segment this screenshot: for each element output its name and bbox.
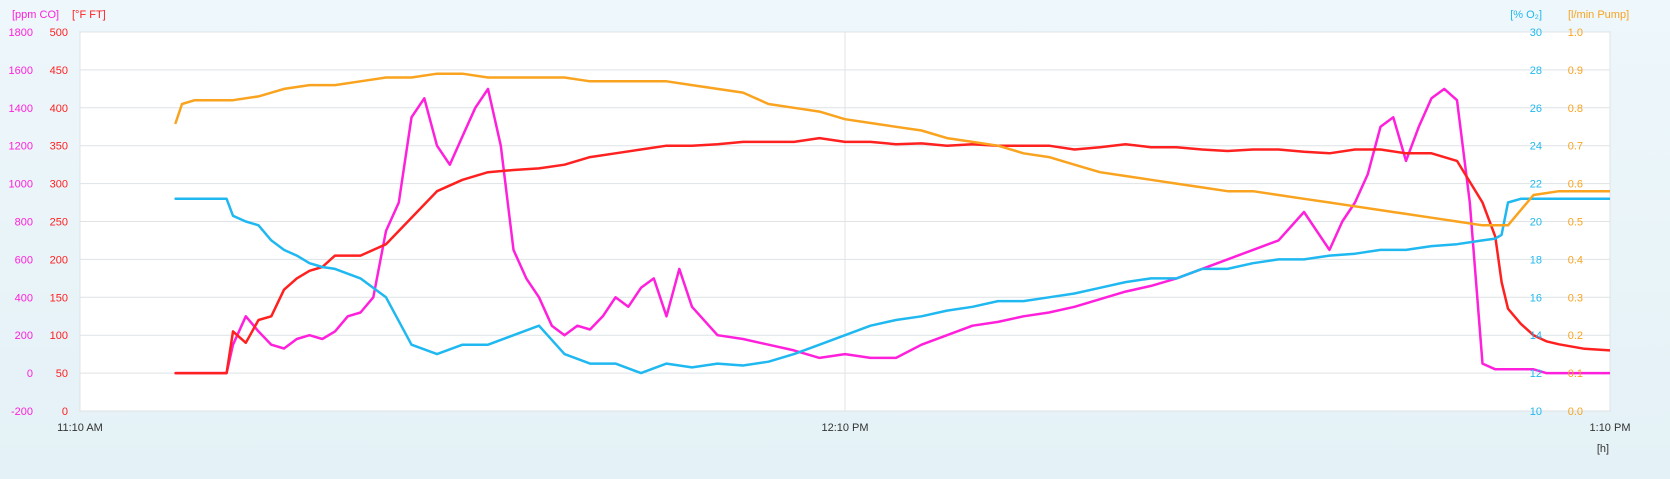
ppm-series-line [174,87,1610,375]
ppm-tick-label: 600 [15,254,33,266]
ppm-tick-label: 1800 [9,27,33,39]
f-tick-label: 500 [50,27,68,39]
pump-axis-title: [l/min Pump] [1568,9,1629,21]
o2-tick-label: 28 [1530,65,1542,77]
o2-tick-label: 30 [1530,27,1542,39]
f-tick-label: 150 [50,292,68,304]
ppm-tick-label: 200 [15,330,33,342]
pump-tick-label: 0.3 [1568,292,1583,304]
o2-tick-label: 12 [1530,368,1542,380]
pump-tick-label: 0.7 [1568,141,1583,153]
o2-tick-label: 16 [1530,292,1542,304]
axes: 11:10 AM 12:10 PM 1:10 PM18001600140012001… [9,27,1631,434]
f-series-line [174,136,1610,375]
pump-series-line [174,72,1610,227]
x-unit-label: [h] [1597,443,1609,455]
f-tick-label: 200 [50,254,68,266]
pump-tick-label: 0.8 [1568,103,1583,115]
pump-tick-label: 0.9 [1568,65,1583,77]
o2-tick-label: 10 [1530,406,1542,418]
x-tick-label: 11:10 AM [57,422,103,434]
f-tick-label: 50 [56,368,68,380]
o2-tick-label: 22 [1530,179,1542,191]
f-axis-title: [°F FT] [72,9,106,21]
pump-tick-label: 1.0 [1568,27,1583,39]
ppm-tick-label: 400 [15,292,33,304]
pump-tick-label: 0.6 [1568,179,1583,191]
o2-tick-label: 20 [1530,217,1542,229]
ppm-tick-label: 1600 [9,65,33,77]
x-tick-label: 12:10 PM [821,422,868,434]
ppm-tick-label: 1200 [9,141,33,153]
pump-tick-label: 0.0 [1568,406,1583,418]
o2-tick-label: 18 [1530,254,1542,266]
x-tick-label: 1:10 PM [1590,422,1631,434]
o2-axis-title: [% O₂] [1510,9,1542,21]
ppm-tick-label: 1400 [9,103,33,115]
ppm-tick-label: 1000 [9,179,33,191]
ppm-tick-label: 800 [15,217,33,229]
o2-tick-label: 26 [1530,103,1542,115]
o2-tick-label: 14 [1530,330,1542,342]
o2-series-line [174,197,1610,375]
o2-tick-label: 24 [1530,141,1542,153]
ppm-axis-title: [ppm CO] [12,9,59,21]
f-tick-label: 100 [50,330,68,342]
pump-tick-label: 0.5 [1568,217,1583,229]
series-group [174,72,1610,375]
f-tick-label: 250 [50,217,68,229]
f-tick-label: 300 [50,179,68,191]
f-tick-label: 400 [50,103,68,115]
f-tick-label: 0 [62,406,68,418]
ppm-tick-label: 0 [27,368,33,380]
f-tick-label: 450 [50,65,68,77]
f-tick-label: 350 [50,141,68,153]
pump-tick-label: 0.4 [1568,254,1583,266]
pump-tick-label: 0.2 [1568,330,1583,342]
pump-tick-label: 0.1 [1568,368,1583,380]
ppm-tick-label: -200 [11,406,33,418]
